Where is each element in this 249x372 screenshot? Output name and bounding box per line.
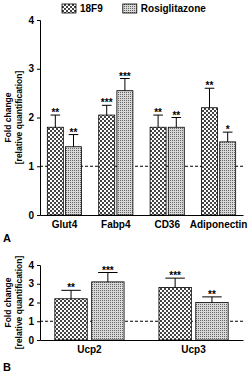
y-tick-mark (37, 284, 40, 285)
bar (196, 303, 228, 341)
y-tick: 2 (28, 112, 40, 123)
y-axis-title: Fold change (3, 92, 13, 142)
significance-label: * (226, 124, 230, 135)
significance-label: *** (169, 270, 181, 281)
y-tick-label: 2 (28, 112, 34, 123)
y-axis-title: [relative quantification] (14, 71, 24, 165)
legend-label: Rosiglitazone (141, 3, 206, 14)
legend-item: Rosiglitazone (123, 3, 206, 14)
figure: *****************01234Glut4Fabp4CD36Adip… (0, 0, 249, 372)
significance-label: ** (154, 107, 162, 118)
y-tick: 2 (28, 297, 40, 308)
x-axis: Glut4 Fabp4 CD36 Adiponectin (41, 215, 248, 230)
bar (92, 282, 124, 340)
significance-label: *** (102, 265, 114, 276)
x-tick: Glut4 (52, 215, 78, 230)
y-tick-label: 1 (28, 316, 34, 327)
bar (55, 299, 87, 340)
y-tick-label: 4 (28, 15, 34, 26)
significance-label: *** (101, 97, 113, 108)
y-tick-mark (37, 20, 40, 21)
panel-title: B (3, 361, 11, 372)
y-tick-label: 0 (28, 210, 34, 221)
y-tick-mark (37, 118, 40, 119)
y-axis-title: Fold change (3, 277, 13, 327)
y-axis-line (37, 21, 41, 216)
y-tick-label: 2 (28, 297, 34, 308)
significance-label: ** (70, 127, 78, 138)
significance-label: ** (206, 80, 214, 91)
bar (168, 127, 184, 215)
panel: **********01234Ucp2Ucp3Fold change[relat… (3, 256, 244, 372)
significance-label: ** (172, 110, 180, 121)
bar (159, 288, 191, 341)
y-tick-label: 4 (28, 260, 34, 271)
y-axis: 0 1 2 3 4 (28, 15, 40, 221)
y-tick-label: 3 (28, 63, 34, 74)
x-tick-label: Ucp3 (181, 344, 206, 355)
legend-item: 18F9 (62, 3, 103, 14)
significance-label: ** (67, 282, 75, 293)
y-axis-title: [relative quantification] (14, 256, 24, 350)
x-tick: Adiponectin (190, 215, 248, 230)
x-axis: Ucp2 Ucp3 (41, 340, 244, 355)
x-tick: CD36 (154, 215, 180, 230)
y-tick-mark (37, 340, 40, 341)
x-tick-label: Fabp4 (101, 219, 131, 230)
x-axis-line (41, 215, 244, 216)
y-tick-mark (37, 303, 40, 304)
y-tick: 4 (28, 260, 40, 271)
x-tick: Ucp3 (181, 340, 206, 355)
x-tick-label: Adiponectin (190, 219, 248, 230)
x-tick-label: Glut4 (52, 219, 78, 230)
y-tick: 3 (28, 278, 40, 289)
bar (47, 127, 63, 215)
y-axis: 0 1 2 3 4 (28, 260, 40, 346)
bar (201, 108, 217, 215)
y-axis-line (37, 266, 41, 341)
y-tick-label: 3 (28, 278, 34, 289)
x-tick: Ucp2 (77, 340, 102, 355)
panel: *****************01234Glut4Fabp4CD36Adip… (3, 3, 247, 244)
y-tick-mark (37, 69, 40, 70)
y-tick: 0 (28, 210, 40, 221)
x-tick: Fabp4 (101, 215, 131, 230)
plot-area (40, 79, 243, 216)
x-tick-label: CD36 (154, 219, 180, 230)
y-tick: 1 (28, 316, 40, 327)
y-tick: 3 (28, 63, 40, 74)
y-tick-mark (37, 166, 40, 167)
y-tick-mark (37, 215, 40, 216)
y-tick-label: 1 (28, 161, 34, 172)
y-tick-mark (37, 265, 40, 266)
bar (220, 142, 236, 215)
bar (117, 91, 133, 215)
x-axis-line (41, 340, 244, 341)
y-tick: 4 (28, 15, 40, 26)
bar (66, 147, 82, 215)
x-tick-label: Ucp2 (77, 344, 102, 355)
bar (150, 127, 166, 215)
y-tick: 1 (28, 161, 40, 172)
y-tick-label: 0 (28, 335, 34, 346)
significance-label: ** (51, 107, 59, 118)
panel-title: A (3, 232, 11, 244)
legend-swatch (123, 4, 137, 13)
y-tick-mark (37, 321, 40, 322)
y-tick: 0 (28, 335, 40, 346)
legend: 18F9 Rosiglitazone (62, 3, 206, 14)
legend-swatch (62, 4, 76, 13)
legend-label: 18F9 (80, 3, 103, 14)
plot-area (40, 273, 243, 341)
bar (99, 115, 115, 215)
significance-label: ** (208, 289, 216, 300)
significance-label: *** (119, 71, 131, 82)
